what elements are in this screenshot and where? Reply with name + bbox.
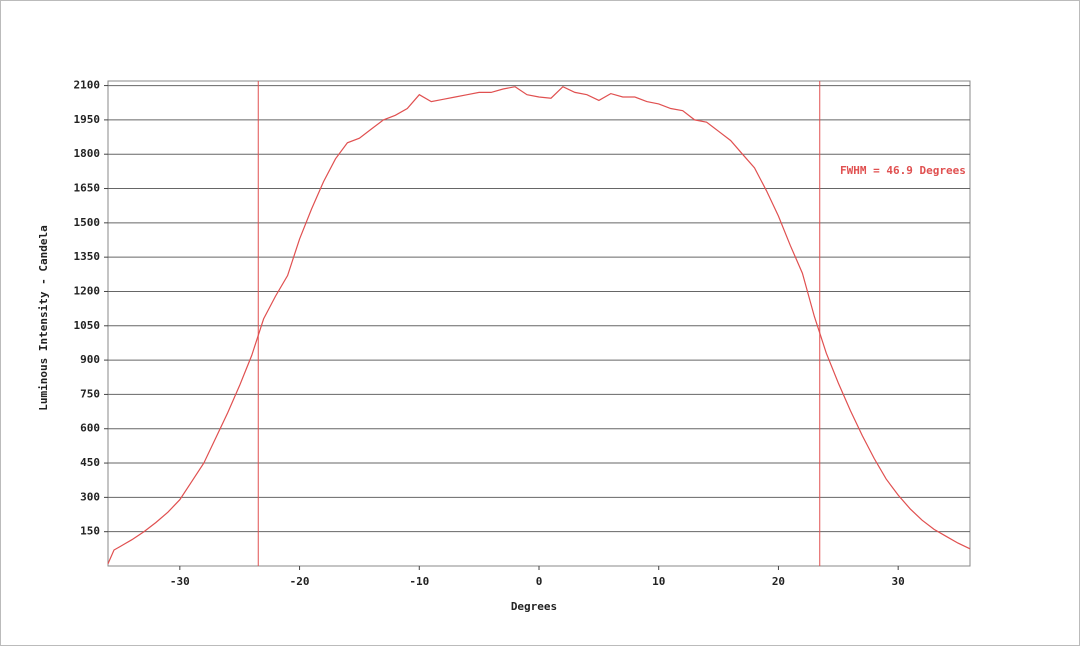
x-tick-label: 0 (536, 575, 543, 588)
y-tick-label: 1950 (74, 113, 101, 126)
y-tick-label: 1800 (74, 147, 101, 160)
x-tick-label: -10 (409, 575, 429, 588)
fwhm-annotation: FWHM = 46.9 Degrees (840, 164, 966, 177)
y-axis-label: Luminous Intensity - Candela (37, 225, 50, 410)
x-tick-label: 30 (892, 575, 905, 588)
x-axis-label: Degrees (511, 600, 557, 613)
x-tick-label: -20 (290, 575, 310, 588)
y-tick-label: 450 (80, 456, 100, 469)
y-tick-label: 150 (80, 525, 100, 538)
x-tick-label: 20 (772, 575, 785, 588)
x-tick-label: -30 (170, 575, 190, 588)
y-tick-label: 750 (80, 387, 100, 400)
y-tick-label: 1650 (74, 182, 101, 195)
y-tick-label: 1500 (74, 216, 101, 229)
y-tick-label: 300 (80, 490, 100, 503)
y-tick-label: 600 (80, 422, 100, 435)
plot-area (107, 80, 971, 567)
intensity-line (107, 85, 971, 564)
y-tick-label: 1200 (74, 284, 101, 297)
x-tick-label: 10 (652, 575, 665, 588)
y-tick-label: 900 (80, 353, 100, 366)
y-tick-label: 2100 (74, 79, 101, 92)
y-tick-label: 1050 (74, 319, 101, 332)
y-tick-label: 1350 (74, 250, 101, 263)
